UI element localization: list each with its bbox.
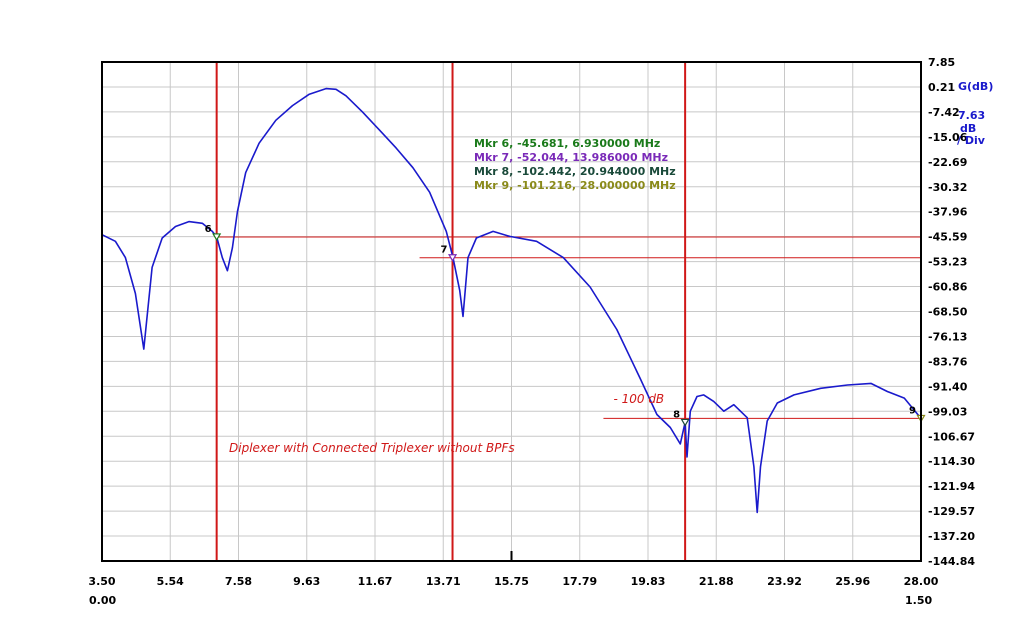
y-tick-label: -144.84 (928, 555, 975, 568)
y-tick-label: -99.03 (928, 405, 967, 418)
marker-number: 8 (673, 409, 680, 420)
x-tick-label: 3.50 (88, 575, 115, 588)
x-tick-label: 15.75 (494, 575, 529, 588)
x-tick-label: 7.58 (225, 575, 252, 588)
y-tick-label: -68.50 (928, 306, 968, 319)
marker-number: 9 (909, 405, 916, 416)
reference-lines (215, 62, 921, 561)
marker-number: 6 (205, 224, 212, 235)
marker-symbol (680, 418, 690, 427)
y-tick-label: -114.30 (928, 455, 975, 468)
x-tick-label: 17.79 (562, 575, 597, 588)
y-tick-label: -137.20 (928, 530, 975, 543)
y-tick-label: -45.59 (928, 231, 967, 244)
y-tick-label: -37.96 (928, 206, 968, 219)
scale-unit-label: dB / Div (957, 122, 986, 147)
scale-unit-part: dB (960, 122, 976, 135)
y-tick-label: -15.06 (928, 131, 968, 144)
marker-group: 6 7 8 9 (205, 224, 926, 427)
x-tick-label: 28.00 (904, 575, 939, 588)
marker-symbol (212, 233, 222, 242)
marker-legend-entry: Mkr 9, -101.216, 28.000000 MHz (474, 179, 676, 192)
marker-legend-entry: Mkr 7, -52.044, 13.986000 MHz (474, 151, 668, 164)
y-tick-label: 0.21 (928, 81, 955, 94)
x-axis-secondary-end: 1.50 (905, 594, 932, 607)
series-group (101, 87, 922, 514)
level-annotation: - 100 dB (613, 392, 664, 406)
chart-note: Diplexer with Connected Triplexer withou… (229, 441, 515, 455)
y-tick-label: -121.94 (928, 480, 975, 493)
y-tick-label: -83.76 (928, 355, 968, 368)
scale-unit-part: / Div (957, 134, 986, 147)
x-tick-label: 19.83 (631, 575, 666, 588)
x-tick-label: 11.67 (358, 575, 393, 588)
marker-symbol (447, 254, 458, 262)
x-tick-label: 21.88 (699, 575, 734, 588)
x-axis-secondary-start: 0.00 (89, 594, 116, 607)
y-tick-label: -7.42 (928, 106, 960, 119)
x-tick-label: 5.54 (157, 575, 184, 588)
y-tick-label: -60.86 (928, 281, 968, 294)
y-tick-label: 7.85 (928, 56, 955, 69)
marker-legend-entry: Mkr 8, -102.442, 20.944000 MHz (474, 165, 676, 178)
marker-legend-entry: Mkr 6, -45.681, 6.930000 MHz (474, 137, 660, 150)
x-axis-ticks: 3.50 5.54 7.58 9.63 11.67 13.71 15.75 17.79 19.8… (88, 551, 939, 588)
y-tick-label: -91.40 (928, 380, 968, 393)
x-tick-label: 9.63 (293, 575, 320, 588)
x-tick-label: 13.71 (426, 575, 461, 588)
y-axis-ticks: 7.85 0.21 -7.42 -15.06 -22.69 -30.32 -37.96 -45… (928, 56, 975, 568)
grid (102, 62, 921, 561)
y-tick-label: -106.67 (928, 430, 975, 443)
x-tick-label: 23.92 (767, 575, 802, 588)
series-line (101, 87, 922, 514)
x-tick-label: 25.96 (835, 575, 870, 588)
scale-value: 7.63 (958, 109, 985, 122)
y-unit-label: G(dB) (958, 80, 993, 93)
y-tick-label: -22.69 (928, 156, 967, 169)
y-tick-label: -30.32 (928, 181, 967, 194)
y-tick-label: -53.23 (928, 256, 967, 269)
y-tick-label: -129.57 (928, 505, 975, 518)
marker-number: 7 (441, 245, 448, 256)
y-tick-label: -76.13 (928, 330, 967, 343)
